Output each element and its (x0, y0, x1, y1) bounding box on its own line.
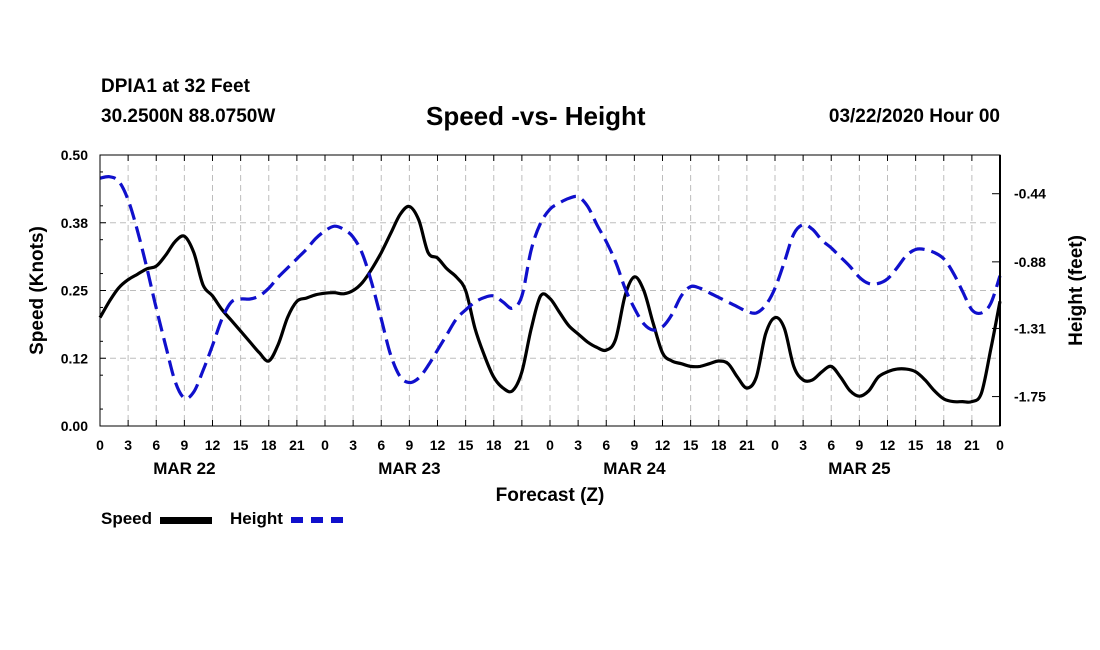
x-tick-label: 3 (574, 437, 582, 453)
date-label: MAR 25 (828, 459, 890, 478)
y-tick-label: 0.50 (61, 147, 88, 163)
x-tick-label: 3 (799, 437, 807, 453)
x-tick-label: 0 (96, 437, 104, 453)
date-label: MAR 24 (603, 459, 666, 478)
legend-height-swatch (291, 517, 343, 523)
x-tick-label: 6 (827, 437, 835, 453)
station-name: DPIA1 at 32 Feet (101, 76, 250, 97)
x-tick-label: 21 (514, 437, 530, 453)
series-height-line (99, 175, 1002, 401)
y-tick-label: 0.25 (61, 283, 88, 299)
forecast-timestamp: 03/22/2020 Hour 00 (828, 106, 1000, 127)
axis-labels: 0 3 6 9 12 15 18 21 0 3 6 9 12 15 18 21 0 3 6 9 12 15 18 21 0 3 6 9… (27, 147, 1087, 506)
x-tick-label: 12 (205, 437, 221, 453)
x-tick-label: 18 (936, 437, 952, 453)
x-tick-label: 15 (233, 437, 249, 453)
x-axis-title: Forecast (Z) (496, 485, 605, 506)
x-tick-label: 15 (908, 437, 924, 453)
x-tick-label: 9 (630, 437, 638, 453)
x-tick-label: 3 (124, 437, 132, 453)
x-tick-label: 21 (289, 437, 305, 453)
x-tick-label: 15 (458, 437, 474, 453)
y2-axis-title: Height (feet) (1066, 235, 1087, 346)
plot-frame (99, 154, 1001, 427)
x-tick-label: 0 (546, 437, 554, 453)
series-layer (98, 175, 1002, 404)
x-tick-label: 18 (261, 437, 277, 453)
x-tick-label: 9 (855, 437, 863, 453)
date-label: MAR 23 (378, 459, 440, 478)
grid (100, 155, 1000, 426)
y2-tick-label: -1.75 (1014, 389, 1046, 405)
y-tick-label: 0.38 (61, 215, 88, 231)
x-tick-label: 15 (683, 437, 699, 453)
legend-height-label: Height (230, 509, 283, 528)
x-tick-label: 21 (739, 437, 755, 453)
x-tick-label: 0 (321, 437, 329, 453)
x-tick-label: 9 (405, 437, 413, 453)
x-tick-label: 21 (964, 437, 980, 453)
x-tick-label: 6 (602, 437, 610, 453)
chart-title: Speed -vs- Height (426, 101, 646, 131)
series-speed-line (98, 204, 1002, 404)
x-tick-label: 12 (430, 437, 446, 453)
legend-speed-swatch (160, 517, 212, 524)
legend-speed-label: Speed (101, 509, 153, 528)
x-tick-label: 3 (349, 437, 357, 453)
x-tick-label: 0 (996, 437, 1004, 453)
y-tick-label: 0.00 (61, 418, 88, 434)
y2-tick-label: -0.44 (1014, 186, 1046, 202)
y-tick-label: 0.12 (61, 350, 88, 366)
x-tick-label: 6 (377, 437, 385, 453)
x-tick-label: 18 (486, 437, 502, 453)
x-tick-label: 12 (655, 437, 671, 453)
x-tick-label: 0 (771, 437, 779, 453)
station-coordinates: 30.2500N 88.0750W (101, 106, 276, 127)
x-tick-label: 18 (711, 437, 727, 453)
y2-tick-label: -1.31 (1014, 320, 1046, 336)
y-axis-title: Speed (Knots) (27, 226, 48, 355)
y2-tick-label: -0.88 (1014, 254, 1046, 270)
x-tick-label: 12 (880, 437, 896, 453)
x-tick-label: 9 (180, 437, 188, 453)
x-tick-label: 6 (152, 437, 160, 453)
date-label: MAR 22 (153, 459, 215, 478)
